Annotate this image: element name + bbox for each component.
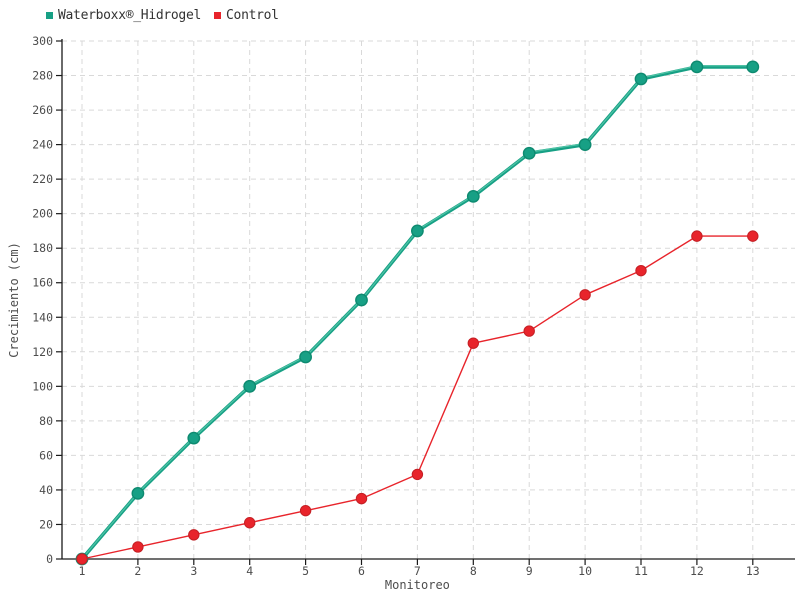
chart-legend: Waterboxx®_Hidrogel Control (46, 8, 279, 23)
y-tick-label: 160 (32, 276, 53, 290)
x-tick-label: 5 (302, 564, 309, 578)
legend-label: Control (226, 8, 279, 23)
y-axis-title: Crecimiento (cm) (7, 242, 21, 358)
data-point-waterboxx-hidrogel (466, 189, 480, 203)
x-tick-label: 3 (190, 564, 197, 578)
series-line-highlight (82, 65, 754, 559)
data-point-control (747, 230, 759, 242)
legend-item-control: Control (214, 8, 279, 23)
y-tick-label: 180 (32, 241, 53, 255)
data-point-waterboxx-hidrogel (634, 72, 648, 86)
x-tick-label: 11 (634, 564, 648, 578)
data-point-waterboxx-hidrogel (410, 224, 424, 238)
legend-item-waterboxx-hidrogel: Waterboxx®_Hidrogel (46, 8, 201, 23)
data-point-control (411, 468, 424, 481)
x-tick-label: 13 (746, 564, 760, 578)
x-tick-label: 9 (526, 564, 533, 578)
data-point-waterboxx-hidrogel (746, 60, 760, 74)
data-point-control (355, 492, 368, 505)
x-tick-label: 4 (246, 564, 253, 578)
y-tick-label: 20 (39, 517, 53, 531)
data-point-waterboxx-hidrogel (131, 486, 145, 500)
x-tick-label: 7 (414, 564, 421, 578)
y-tick-label: 220 (32, 172, 53, 186)
x-tick-label: 6 (358, 564, 365, 578)
y-tick-label: 300 (32, 34, 53, 48)
y-tick-label: 140 (32, 310, 53, 324)
data-point-control (299, 504, 312, 517)
data-point-control (635, 264, 647, 277)
data-point-waterboxx-hidrogel (187, 431, 201, 445)
y-tick-label: 240 (32, 138, 53, 152)
y-tick-label: 200 (32, 207, 53, 221)
x-tick-label: 1 (79, 564, 86, 578)
y-tick-label: 40 (39, 483, 53, 497)
data-point-control (244, 517, 256, 529)
data-point-control (76, 553, 88, 565)
legend-swatch-icon (46, 12, 53, 19)
data-point-control (691, 230, 703, 242)
data-point-waterboxx-hidrogel (299, 350, 312, 364)
legend-swatch-icon (214, 12, 222, 19)
data-point-control (132, 541, 144, 553)
legend-label: Waterboxx®_Hidrogel (58, 8, 202, 23)
data-point-waterboxx-hidrogel (355, 293, 368, 307)
x-tick-label: 2 (134, 564, 141, 578)
y-tick-label: 60 (39, 448, 53, 462)
data-point-waterboxx-hidrogel (690, 60, 704, 74)
y-tick-label: 0 (46, 552, 53, 566)
data-point-control (523, 325, 535, 337)
x-tick-label: 8 (470, 564, 477, 578)
y-tick-label: 280 (32, 69, 53, 83)
data-point-waterboxx-hidrogel (522, 146, 536, 160)
y-tick-label: 80 (39, 414, 53, 428)
x-axis-title: Monitoreo (385, 578, 450, 592)
x-tick-label: 12 (690, 564, 704, 578)
data-point-waterboxx-hidrogel (243, 379, 257, 393)
y-tick-label: 120 (32, 345, 53, 359)
data-point-waterboxx-hidrogel (578, 138, 592, 152)
data-point-control (579, 289, 591, 301)
y-tick-label: 100 (32, 379, 53, 393)
data-point-control (467, 337, 479, 349)
y-tick-label: 260 (32, 103, 53, 117)
data-point-control (188, 529, 200, 541)
x-tick-label: 10 (578, 564, 592, 578)
